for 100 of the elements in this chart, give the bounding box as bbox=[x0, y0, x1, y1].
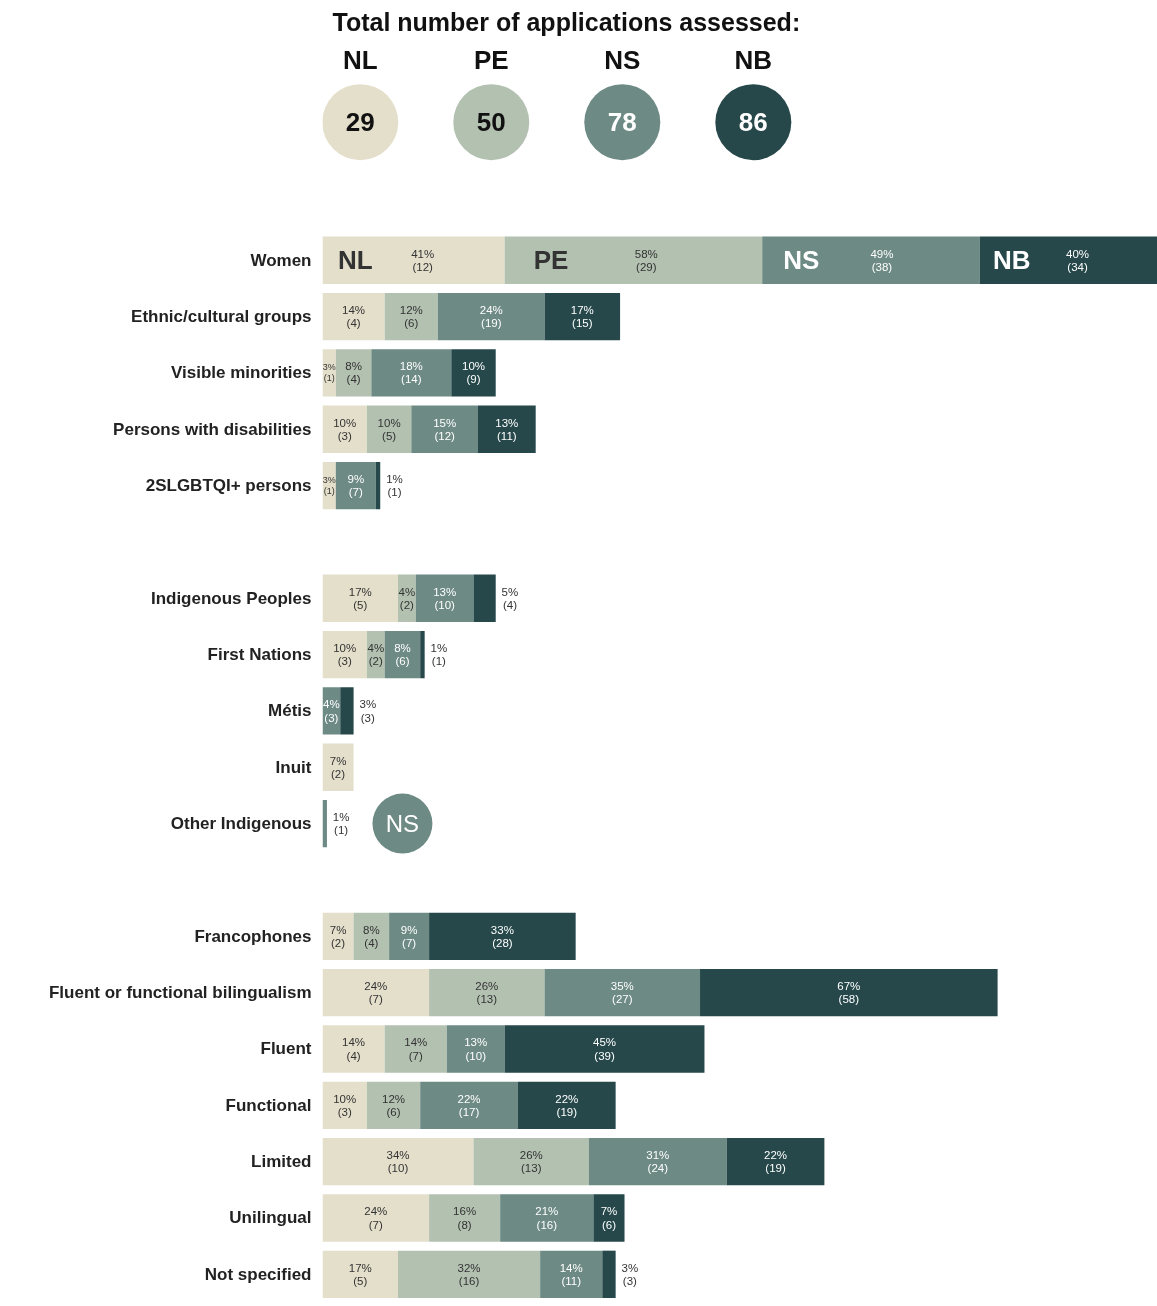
data-label: 32% (16) bbox=[457, 1261, 481, 1287]
data-label: 14% (4) bbox=[342, 1036, 366, 1062]
series-label: NS bbox=[783, 245, 820, 276]
bar bbox=[477, 405, 536, 453]
bar bbox=[389, 912, 430, 960]
y-tick-label: Visible minorities bbox=[171, 363, 312, 383]
bar bbox=[473, 574, 496, 622]
bar bbox=[429, 1194, 501, 1242]
data-label: 10% (3) bbox=[333, 642, 357, 668]
text: 50 bbox=[476, 107, 506, 138]
bar bbox=[544, 292, 621, 341]
bar bbox=[517, 1081, 616, 1129]
bar bbox=[593, 1194, 625, 1242]
bar bbox=[429, 968, 545, 1017]
data-label: 4% (2) bbox=[367, 642, 385, 668]
data-label: 45% (39) bbox=[593, 1036, 617, 1062]
y-tick-label: Persons with disabilities bbox=[113, 419, 312, 439]
bar bbox=[473, 1137, 589, 1186]
bar bbox=[335, 461, 376, 510]
y-tick-label: Ethnic/cultural groups bbox=[131, 307, 312, 327]
y-tick-label: Francophones bbox=[194, 926, 312, 946]
data-label: 5% (4) bbox=[501, 585, 519, 611]
bar bbox=[540, 1250, 603, 1298]
y-tick-label: Other Indigenous bbox=[170, 814, 312, 834]
y-tick-label: Women bbox=[250, 250, 312, 270]
data-label: 8% (4) bbox=[345, 360, 362, 386]
text: NL bbox=[342, 45, 378, 76]
data-label: 12% (6) bbox=[399, 303, 423, 330]
bar bbox=[340, 687, 354, 735]
series-label: NB bbox=[993, 245, 1031, 276]
data-label: 3% (1) bbox=[322, 475, 336, 497]
data-label: 1% (1) bbox=[332, 811, 350, 837]
y-tick-label: Indigenous Peoples bbox=[150, 588, 312, 608]
y-tick-label: Functional bbox=[225, 1095, 312, 1115]
data-label: 16% (8) bbox=[453, 1205, 477, 1231]
bar bbox=[384, 292, 438, 341]
data-label: 13% (10) bbox=[464, 1036, 488, 1062]
bar bbox=[322, 292, 385, 341]
bar bbox=[504, 1025, 705, 1073]
annotation: NS bbox=[385, 810, 420, 838]
bar bbox=[411, 405, 478, 453]
bar bbox=[322, 574, 399, 622]
bar bbox=[371, 349, 452, 397]
data-label: 24% (7) bbox=[364, 980, 388, 1006]
data-label: 12% (6) bbox=[382, 1092, 406, 1118]
bar bbox=[384, 1025, 447, 1073]
data-label: 40% (34) bbox=[1066, 247, 1090, 273]
data-label: 41% (12) bbox=[411, 247, 435, 273]
data-label: 7% (2) bbox=[329, 754, 347, 780]
data-label: 58% (29) bbox=[634, 247, 658, 273]
bar bbox=[700, 968, 998, 1017]
bar bbox=[375, 461, 381, 510]
bar bbox=[322, 1137, 474, 1186]
data-label: 21% (16) bbox=[535, 1205, 559, 1231]
data-label: 1% (1) bbox=[430, 642, 448, 668]
bar bbox=[322, 799, 327, 848]
data-label: 67% (58) bbox=[837, 980, 861, 1006]
bar bbox=[500, 1194, 594, 1242]
bar bbox=[504, 236, 763, 284]
y-tick-label: Inuit bbox=[275, 757, 312, 777]
bar bbox=[322, 968, 430, 1017]
data-label: 10% (9) bbox=[462, 360, 486, 386]
y-tick-label: Unilingual bbox=[229, 1208, 312, 1228]
bar bbox=[335, 349, 372, 397]
data-label: 49% (38) bbox=[870, 247, 894, 273]
data-label: 10% (3) bbox=[333, 416, 357, 442]
bar bbox=[366, 1081, 421, 1129]
data-label: 8% (6) bbox=[394, 642, 411, 668]
data-label: 22% (19) bbox=[555, 1092, 579, 1118]
data-label: 7% (6) bbox=[600, 1205, 618, 1231]
data-label: 9% (7) bbox=[400, 923, 418, 949]
data-label: 3% (3) bbox=[359, 698, 377, 724]
bar bbox=[451, 349, 496, 397]
data-label: 3% (1) bbox=[322, 362, 336, 384]
text: 78 bbox=[607, 107, 637, 138]
y-tick-label: 2SLGBTQI+ persons bbox=[145, 476, 312, 496]
data-label: 15% (12) bbox=[433, 416, 457, 442]
data-label: 33% (28) bbox=[490, 923, 514, 949]
bar bbox=[602, 1250, 616, 1298]
data-label: 13% (10) bbox=[433, 585, 457, 611]
data-label: 8% (4) bbox=[363, 923, 380, 949]
y-tick-label: Métis bbox=[268, 701, 312, 721]
bar bbox=[726, 1137, 825, 1186]
bar bbox=[544, 968, 701, 1017]
bar bbox=[979, 236, 1157, 284]
data-label: 14% (4) bbox=[342, 303, 366, 330]
data-label: 4% (2) bbox=[398, 585, 416, 611]
bar bbox=[446, 1025, 505, 1073]
data-label: 3% (3) bbox=[621, 1261, 639, 1287]
y-tick-label: First Nations bbox=[207, 645, 312, 665]
bar bbox=[420, 630, 425, 679]
data-label: 22% (17) bbox=[457, 1092, 481, 1118]
data-label: 4% (3) bbox=[323, 698, 340, 724]
data-label: 10% (3) bbox=[333, 1092, 357, 1118]
bar bbox=[322, 1250, 399, 1298]
series-label: NL bbox=[337, 245, 373, 276]
bar bbox=[322, 1025, 385, 1073]
y-tick-label: Fluent bbox=[260, 1039, 312, 1059]
text: NB bbox=[734, 45, 773, 76]
y-tick-label: Limited bbox=[251, 1152, 312, 1172]
